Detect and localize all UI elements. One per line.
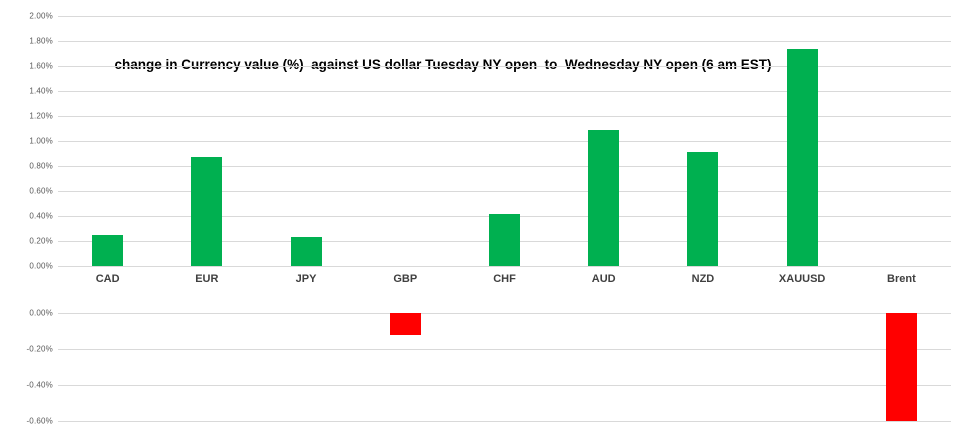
bar-Brent (885, 313, 917, 421)
y-axis-tick-label: 0.40% (29, 211, 53, 221)
gridline (58, 313, 951, 314)
y-axis-tick-label: -0.40% (26, 380, 53, 390)
gridline (58, 16, 951, 17)
bar-AUD (588, 129, 620, 266)
y-axis-tick-label: 0.00% (29, 261, 53, 271)
y-axis-tick-label: 1.20% (29, 111, 53, 121)
x-axis-category-label: CAD (95, 273, 120, 285)
y-axis-tick-label: 0.00% (29, 308, 53, 318)
bar-XAUUSD (786, 48, 818, 266)
x-axis-category-label: XAUUSD (778, 273, 826, 285)
gridline (58, 349, 951, 350)
gridline (58, 66, 951, 67)
bar-CHF (489, 213, 520, 266)
y-axis-tick-label: -0.20% (26, 344, 53, 354)
gridline (58, 191, 951, 192)
x-axis-category-label: CHF (493, 273, 516, 285)
y-axis-tick-label: 0.80% (29, 161, 53, 171)
gridline (58, 166, 951, 167)
y-axis-tick-label: 2.00% (29, 11, 53, 21)
bar-CAD (92, 234, 124, 266)
bar-JPY (290, 237, 322, 266)
gridline (58, 141, 951, 142)
y-axis-tick-label: -0.60% (26, 416, 53, 426)
y-axis-tick-label: 0.60% (29, 186, 53, 196)
x-axis-category-label: AUD (591, 273, 616, 285)
y-axis-tick-label: 1.00% (29, 136, 53, 146)
x-axis-category-label: GBP (393, 273, 418, 285)
y-axis-tick-label: 0.20% (29, 236, 53, 246)
x-axis-category-label: EUR (195, 273, 219, 285)
y-axis-tick-label: 1.80% (29, 36, 53, 46)
chart-title: change in Currency value (%) against US … (114, 57, 772, 72)
gridline (58, 116, 951, 117)
gridline (58, 385, 951, 386)
gridline (58, 91, 951, 92)
gridline (58, 266, 951, 267)
x-axis-category-label: Brent (887, 273, 916, 285)
gridline (58, 41, 951, 42)
bar-EUR (191, 157, 223, 266)
bar-NZD (687, 152, 719, 266)
y-axis-tick-label: 1.40% (29, 86, 53, 96)
y-axis-tick-label: 1.60% (29, 61, 53, 71)
bar-GBP (389, 313, 421, 335)
gridline (58, 421, 951, 422)
x-axis-category-label: NZD (691, 273, 715, 285)
x-axis-category-label: JPY (295, 273, 317, 285)
